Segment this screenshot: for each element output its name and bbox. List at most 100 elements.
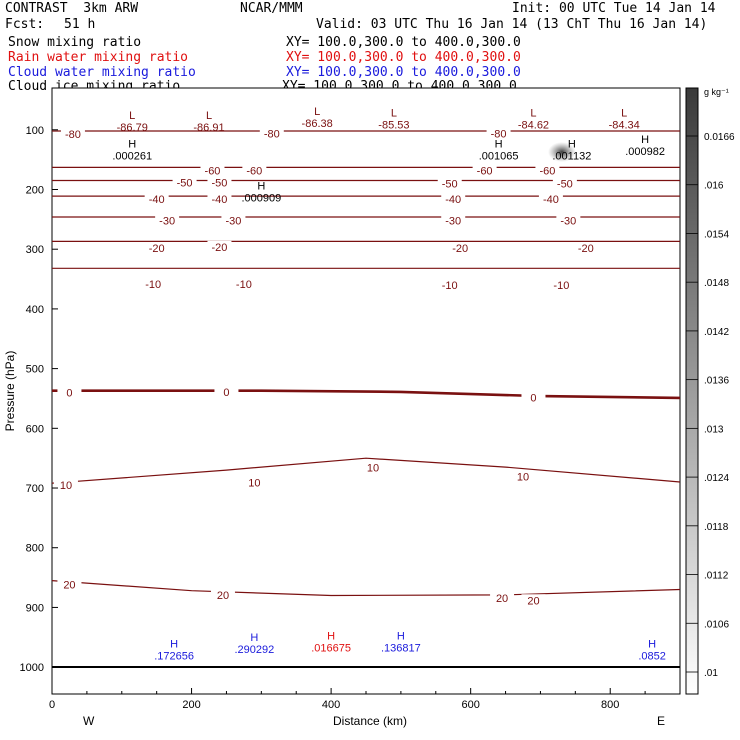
x-tick-label: 800 xyxy=(601,699,619,711)
extremum-value: -84.34 xyxy=(609,120,640,132)
extremum-value: -86.79 xyxy=(117,122,148,134)
contour-label: -10 xyxy=(145,279,161,291)
center-title: NCAR/MMM xyxy=(240,1,303,16)
extremum-value: .000982 xyxy=(625,146,665,158)
contour-label: -40 xyxy=(212,194,228,206)
field-xy-snow: XY= 100.0,300.0 to 400.0,300.0 xyxy=(286,35,521,50)
colorbar-ticks: 0.0166 .016 .0154 .0148 .0142 .0136 .013 .0124.… xyxy=(686,132,735,679)
contour-label-bg xyxy=(441,193,466,206)
contour-label: -10 xyxy=(553,280,569,292)
contour-label: -50 xyxy=(177,177,193,189)
contour-label: 10 xyxy=(517,472,529,484)
field-name-snow: Snow mixing ratio xyxy=(8,35,142,50)
contour-label-bg xyxy=(242,476,267,489)
contour-label-bg xyxy=(144,193,169,206)
contour-label: -10 xyxy=(442,280,458,292)
colorbar-tick-label: .0148 xyxy=(704,278,729,289)
colorbar-tick-label: .0118 xyxy=(704,522,729,533)
field-name-cloud-water: Cloud water mixing ratio xyxy=(8,65,196,80)
contour-label-bg xyxy=(360,461,385,474)
y-tick-label: 600 xyxy=(26,423,44,435)
y-tick-label: 500 xyxy=(26,364,44,376)
colorbar-tick-label: .0154 xyxy=(704,229,729,240)
contour-label-bg xyxy=(538,193,563,206)
contour-label-bg xyxy=(207,240,232,253)
contour-label: -30 xyxy=(445,216,461,228)
extremum-value: -85.53 xyxy=(378,120,409,132)
colorbar-tick-label: .0136 xyxy=(704,376,729,387)
contour-label: -30 xyxy=(225,216,241,228)
contour-label-bg xyxy=(486,127,511,140)
extremum-value: .290292 xyxy=(234,644,274,656)
contour-label: 10 xyxy=(60,480,72,492)
contour-label: 20 xyxy=(63,580,75,592)
contour-label: 0 xyxy=(530,392,536,404)
extremum-marker: H xyxy=(641,134,649,146)
extremum-value: -86.91 xyxy=(193,122,224,134)
contour-label-bg xyxy=(53,479,78,492)
extremum-marker: H xyxy=(128,139,136,151)
contour-label: 0 xyxy=(66,387,72,399)
contour-label: -40 xyxy=(445,194,461,206)
contour-label-bg xyxy=(441,214,466,227)
extremum-value: .172656 xyxy=(154,650,194,662)
contour-label: 10 xyxy=(367,463,379,475)
contour-label: -80 xyxy=(65,129,81,141)
contour-label: -50 xyxy=(212,177,228,189)
extremum-marker: L xyxy=(314,106,320,118)
extremum-value: -84.62 xyxy=(518,120,549,132)
extremum-marker: L xyxy=(206,110,212,122)
extremum-value: .136817 xyxy=(381,643,421,655)
y-tick-label: 700 xyxy=(26,483,44,495)
colorbar-unit: g kg⁻¹ xyxy=(704,87,729,97)
y-tick-label: 800 xyxy=(26,543,44,555)
contour-label: -60 xyxy=(539,165,555,177)
colorbar-tick-label: 0.0166 xyxy=(704,132,735,143)
contour-label-bg xyxy=(200,164,225,177)
contour-label-bg xyxy=(207,176,232,189)
isotherm-20 xyxy=(51,580,681,597)
forecast-hour: 51 h xyxy=(64,17,96,32)
field-name-rain: Rain water mixing ratio xyxy=(8,50,189,65)
contour-label: -40 xyxy=(543,194,559,206)
y-tick-label: 200 xyxy=(26,184,44,196)
contour-label-bg xyxy=(573,242,598,255)
extremum-marker: L xyxy=(621,108,627,120)
contour-label: -30 xyxy=(159,216,175,228)
y-axis-label: Pressure (hPa) xyxy=(3,351,17,432)
extremum-marker: H xyxy=(250,632,258,644)
y-tick-label: 900 xyxy=(26,602,44,614)
contour-label: -20 xyxy=(452,243,468,255)
colorbar-tick-label: .0124 xyxy=(704,473,729,484)
x-axis-label: Distance (km) xyxy=(333,714,407,728)
contour-label: -80 xyxy=(491,128,507,140)
isotherm-0 xyxy=(52,389,681,400)
extremum-value: .001132 xyxy=(552,151,591,163)
extremum-marker: H xyxy=(170,638,178,650)
contour-label: 20 xyxy=(496,593,508,605)
y-tick-label: 1000 xyxy=(20,662,44,674)
extremum-marker: H xyxy=(568,139,576,151)
direction-right: E xyxy=(657,714,665,728)
contour-label-bg xyxy=(221,214,246,227)
extremum-marker: H xyxy=(397,631,405,643)
x-tick-label: 200 xyxy=(182,699,200,711)
extremum-value: .016675 xyxy=(311,643,351,655)
y-tick-label: 400 xyxy=(26,304,44,316)
contour-label-bg xyxy=(521,594,546,607)
model-title: CONTRAST 3km ARW xyxy=(5,1,139,16)
init-time: Init: 00 UTC Tue 14 Jan 14 xyxy=(512,1,716,16)
colorbar-tick-label: .01 xyxy=(704,668,718,679)
extrema-markers: L-86.79L-86.91L-86.38L-85.53L-84.62L-84.… xyxy=(112,106,665,663)
contour-label: -50 xyxy=(557,179,573,191)
extremum-marker: L xyxy=(530,108,536,120)
extremum-marker: H xyxy=(327,631,335,643)
colorbar xyxy=(685,87,699,695)
contour-label: -60 xyxy=(477,165,493,177)
contour-label: -50 xyxy=(442,179,458,191)
extremum-value: .001065 xyxy=(479,151,519,163)
contour-label-bg xyxy=(60,127,85,140)
contour-label-bg xyxy=(210,588,235,601)
x-tick-label: 600 xyxy=(461,699,479,711)
contour-labels: -80 -80 -80-60 -60 -60 -60-50 -50 -50 -50-40 -40-… xyxy=(53,127,598,607)
